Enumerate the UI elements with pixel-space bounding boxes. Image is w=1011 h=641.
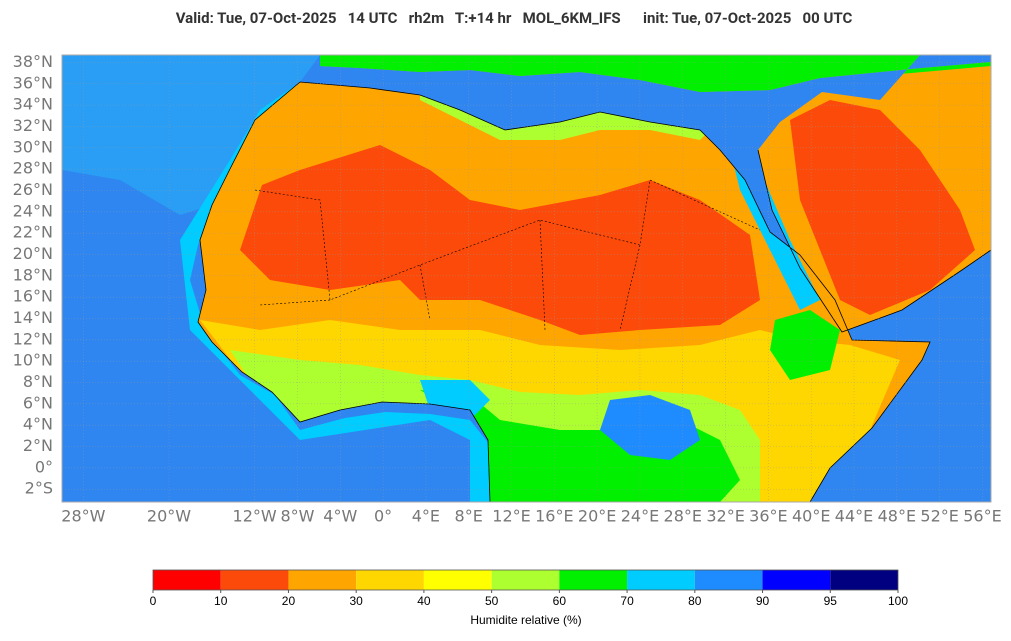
lat-tick-label: 34°N xyxy=(13,95,53,114)
lat-tick-label: 22°N xyxy=(13,223,53,242)
colorbar-tick-label: 90 xyxy=(756,594,770,608)
lat-tick-label: 0° xyxy=(35,457,53,476)
colorbar-tick-label: 80 xyxy=(688,594,702,608)
lon-tick-label: 12°E xyxy=(492,507,530,526)
lat-tick-label: 12°N xyxy=(13,329,53,348)
lat-tick-label: 14°N xyxy=(13,308,53,327)
lon-tick-label: 16°E xyxy=(535,507,573,526)
lat-tick-label: 38°N xyxy=(13,52,53,71)
lon-tick-label: 32°E xyxy=(706,507,744,526)
colorbar-segment xyxy=(356,570,424,590)
lon-tick-label: 20°W xyxy=(147,507,191,526)
colorbar-segment xyxy=(423,570,492,590)
lat-tick-label: 16°N xyxy=(13,287,53,306)
colorbar-label: Humidite relative (%) xyxy=(470,613,581,627)
colorbar-tick-label: 40 xyxy=(417,594,431,608)
coastal-humid xyxy=(180,82,495,502)
graticule xyxy=(62,55,991,502)
lat-tick-label: 28°N xyxy=(13,159,53,178)
lon-tick-label: 20°E xyxy=(578,507,616,526)
lat-tick-label: 32°N xyxy=(13,116,53,135)
lon-tick-label: 24°E xyxy=(621,507,659,526)
lat-tick-label: 2°S xyxy=(25,479,53,498)
colorbar-segment xyxy=(762,570,831,590)
lon-tick-label: 36°E xyxy=(749,507,787,526)
lat-tick-label: 26°N xyxy=(13,180,53,199)
lon-tick-label: 40°E xyxy=(792,507,830,526)
lat-tick-label: 18°N xyxy=(13,265,53,284)
colorbar-segment xyxy=(559,570,628,590)
colorbar: Humidite relative (%) 0 10 20 30 40 50 60 70 80 9… xyxy=(150,569,908,627)
lon-tick-label: 4°W xyxy=(323,507,357,526)
colorbar-segment xyxy=(220,570,289,590)
lon-tick-label: 44°E xyxy=(835,507,873,526)
colorbar-tick-label: 10 xyxy=(214,594,228,608)
colorbar-segment xyxy=(830,570,898,590)
coastline xyxy=(197,81,992,503)
colorbar-segment xyxy=(288,570,357,590)
lon-tick-label: 48°E xyxy=(878,507,916,526)
lat-tick-label: 20°N xyxy=(13,244,53,263)
colorbar-tick-label: 30 xyxy=(350,594,364,608)
lat-tick-label: 30°N xyxy=(13,137,53,156)
title: Valid: Tue, 07-Oct-2025 14 UTC rh2m T:+1… xyxy=(176,9,853,27)
colorbar-segment xyxy=(627,570,695,590)
colorbar-tick-label: 60 xyxy=(553,594,567,608)
sea-shade xyxy=(62,55,320,215)
colorbar-segment xyxy=(694,570,763,590)
colorbar-tick-label: 50 xyxy=(485,594,499,608)
lon-tick-label: 8°W xyxy=(280,507,314,526)
map xyxy=(61,54,992,503)
axes: 28°W 20°W 12°W 8°W 4°W 0° 4°E 8°E 12°E 16°E 20°E 24… xyxy=(13,52,1002,526)
colorbar-frame xyxy=(152,569,899,591)
lon-tick-label: 12°W xyxy=(233,507,277,526)
lat-tick-label: 24°N xyxy=(13,201,53,220)
lat-tick-label: 4°N xyxy=(23,415,53,434)
lat-tick-label: 10°N xyxy=(13,351,53,370)
colorbar-tick-label: 0 xyxy=(150,594,157,608)
lat-tick-label: 2°N xyxy=(23,436,53,455)
map-frame xyxy=(61,54,992,503)
lon-tick-label: 56°E xyxy=(963,507,1001,526)
lat-tick-label: 36°N xyxy=(13,73,53,92)
lat-tick-label: 6°N xyxy=(23,393,53,412)
colorbar-segment xyxy=(153,570,221,590)
lat-tick-label: 8°N xyxy=(23,372,53,391)
colorbar-tick-label: 20 xyxy=(282,594,296,608)
lon-tick-label: 52°E xyxy=(920,507,958,526)
lon-tick-label: 0° xyxy=(374,507,392,526)
colorbar-tick-label: 100 xyxy=(888,594,908,608)
colorbar-tick-label: 95 xyxy=(824,594,838,608)
lon-tick-label: 8°E xyxy=(455,507,483,526)
lon-tick-label: 4°E xyxy=(412,507,440,526)
lon-tick-label: 28°W xyxy=(61,507,105,526)
colorbar-segment xyxy=(491,570,560,590)
lon-tick-label: 28°E xyxy=(664,507,702,526)
colorbar-tick-label: 70 xyxy=(620,594,634,608)
